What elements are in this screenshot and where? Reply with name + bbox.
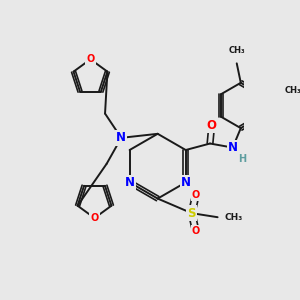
Text: O: O: [90, 213, 99, 223]
Text: O: O: [192, 226, 200, 236]
Text: CH₃: CH₃: [224, 213, 242, 222]
Text: N: N: [124, 176, 135, 189]
Text: O: O: [207, 119, 217, 132]
Text: CH₃: CH₃: [228, 46, 245, 55]
Text: CH₃: CH₃: [285, 85, 300, 94]
Text: O: O: [86, 54, 94, 64]
Text: N: N: [116, 131, 126, 144]
Text: N: N: [228, 141, 238, 154]
Text: H: H: [238, 154, 247, 164]
Text: S: S: [188, 207, 196, 220]
Text: N: N: [181, 176, 191, 189]
Text: O: O: [192, 190, 200, 200]
